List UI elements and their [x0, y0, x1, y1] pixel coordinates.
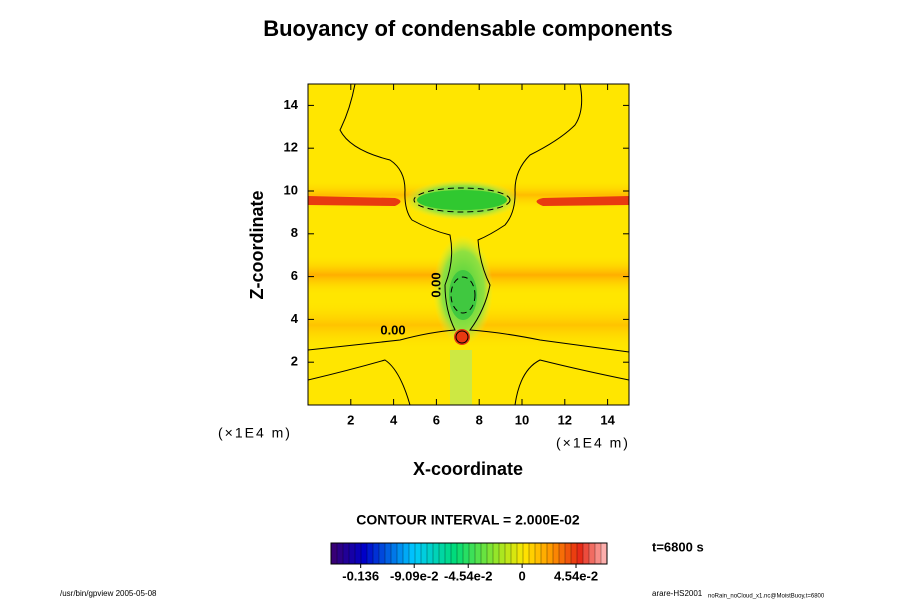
y-tick-label: 10 — [284, 182, 298, 197]
y-tick-label: 8 — [291, 225, 298, 240]
colorbar-cell — [468, 542, 476, 565]
colorbar — [330, 542, 608, 565]
colorbar-cell — [510, 542, 518, 565]
colorbar-cell — [552, 542, 560, 565]
colorbar-cell — [396, 542, 404, 565]
colorbar-tick-label: 0 — [519, 568, 526, 583]
colorbar-cell — [516, 542, 524, 565]
colorbar-cell — [492, 542, 500, 565]
colorbar-cell — [426, 542, 434, 565]
colorbar-tick-label: -4.54e-2 — [444, 568, 492, 583]
colorbar-cell — [432, 542, 440, 565]
colorbar-cell — [474, 542, 482, 565]
colorbar-cell — [576, 542, 584, 565]
colorbar-cell — [408, 542, 416, 565]
colorbar-cell — [330, 542, 338, 565]
colorbar-cell — [360, 542, 368, 565]
colorbar-tick-label: -0.136 — [342, 568, 379, 583]
plot-frame — [307, 83, 630, 406]
x-units: (×1E4 m) — [556, 435, 630, 451]
x-tick-label: 8 — [476, 412, 483, 427]
colorbar-tick-label: 4.54e-2 — [554, 568, 598, 583]
contour-label: 0.00 — [428, 272, 443, 297]
contour-interval: CONTOUR INTERVAL = 2.000E-02 — [356, 512, 580, 528]
colorbar-cell — [402, 542, 410, 565]
footer-right-sub: noRain_noCloud_x1.nc@MoistBuoy,t=6800 — [708, 594, 825, 600]
x-tick-label: 10 — [515, 412, 529, 427]
colorbar-frame — [330, 542, 608, 565]
colorbar-cell — [354, 542, 362, 565]
colorbar-cell — [450, 542, 458, 565]
colorbar-cell — [600, 542, 608, 565]
y-axis-label: Z-coordinate — [247, 190, 267, 299]
colorbar-cell — [462, 542, 470, 565]
colorbar-cell — [498, 542, 506, 565]
contour-label: 0.00 — [380, 322, 405, 337]
y-units: (×1E4 m) — [218, 425, 292, 441]
x-tick-label: 6 — [433, 412, 440, 427]
x-tick-label: 12 — [558, 412, 572, 427]
y-tick-label: 14 — [284, 97, 299, 112]
colorbar-cell — [348, 542, 356, 565]
colorbar-cell — [372, 542, 380, 565]
footer-left: /usr/bin/gpview 2005-05-08 — [60, 589, 157, 598]
time-label: t=6800 s — [652, 539, 704, 554]
colorbar-cell — [336, 542, 344, 565]
colorbar-cell — [588, 542, 596, 565]
contour-field — [308, 84, 629, 405]
colorbar-cell — [366, 542, 374, 565]
colorbar-cell — [504, 542, 512, 565]
colorbar-cell — [384, 542, 392, 565]
colorbar-cell — [570, 542, 578, 565]
y-tick-label: 6 — [291, 268, 298, 283]
y-tick-label: 4 — [291, 311, 299, 326]
colorbar-tick-label: -9.09e-2 — [390, 568, 438, 583]
footer-right: arare-HS2001 — [652, 589, 703, 598]
colorbar-cell — [540, 542, 548, 565]
colorbar-cell — [522, 542, 530, 565]
x-axis-label: X-coordinate — [413, 459, 523, 479]
colorbar-cell — [378, 542, 386, 565]
x-tick-label: 14 — [600, 412, 615, 427]
x-tick-label: 2 — [347, 412, 354, 427]
colorbar-cell — [528, 542, 536, 565]
colorbar-cell — [582, 542, 590, 565]
colorbar-cell — [444, 542, 452, 565]
colorbar-cell — [342, 542, 350, 565]
colorbar-cell — [414, 542, 422, 565]
colorbar-cell — [480, 542, 488, 565]
colorbar-cell — [390, 542, 398, 565]
colorbar-cell — [438, 542, 446, 565]
colorbar-cell — [564, 542, 572, 565]
y-tick-label: 2 — [291, 354, 298, 369]
colorbar-cell — [486, 542, 494, 565]
colorbar-cell — [546, 542, 554, 565]
colorbar-cell — [594, 542, 602, 565]
colorbar-cell — [456, 542, 464, 565]
y-tick-label: 12 — [284, 140, 298, 155]
chart-title: Buoyancy of condensable components — [263, 16, 673, 41]
x-tick-label: 4 — [390, 412, 398, 427]
colorbar-cell — [420, 542, 428, 565]
colorbar-cell — [558, 542, 566, 565]
colorbar-cell — [534, 542, 542, 565]
